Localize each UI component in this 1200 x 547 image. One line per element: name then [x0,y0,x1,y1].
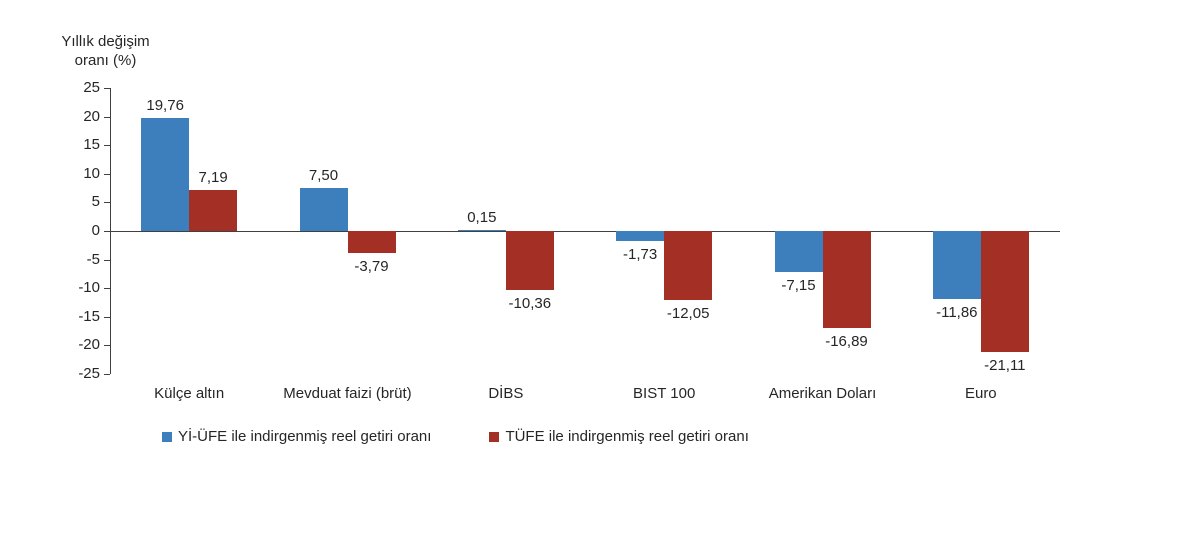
zero-axis-line [110,231,1060,232]
y-axis-title-line1: Yıllık değişim [61,33,150,50]
bar [932,231,981,299]
x-category-label: BIST 100 [633,385,696,402]
y-tick-label: 20 [83,107,100,125]
y-tick-mark [104,202,110,204]
y-tick-label: -5 [86,250,100,268]
y-axis-title-line2: oranı (%) [74,52,137,69]
bar [505,231,554,291]
bar [347,231,396,253]
value-label: 7,19 [198,168,228,186]
y-tick-mark [104,116,110,118]
y-tick-mark [104,288,110,290]
plot-area: 19,76 7,50 0,15 -1,73 -7,15 -11,86 7,19 -3,79 -1… [104,88,1060,375]
value-label: -10,36 [508,295,552,313]
bar [774,231,823,272]
y-tick-label: -10 [78,279,100,297]
bar [664,231,713,300]
y-tick-label: -20 [78,336,100,354]
value-label: -11,86 [936,303,978,321]
value-label: 7,50 [308,167,339,185]
bar [189,189,238,231]
x-category-label: Külçe altın [154,385,225,402]
y-tick-label: 15 [83,136,100,154]
bar [141,117,190,231]
bar [299,188,348,231]
legend-item-yiufe: Yİ-ÜFE ile indirgenmiş reel getiri oranı [162,428,431,445]
legend-label-tufe: TÜFE ile indirgenmiş reel getiri oranı [505,428,749,445]
value-label: 19,76 [146,96,184,114]
y-tick-label: 25 [83,79,100,96]
y-tick-mark [104,173,110,175]
y-tick-mark [104,88,110,89]
y-tick-mark [104,231,110,232]
x-category-label: Amerikan Doları [768,385,877,402]
y-tick-mark [104,345,110,347]
value-label: -12,05 [666,304,710,322]
value-label: -16,89 [825,332,868,350]
y-tick-mark [104,145,110,147]
bar [457,230,506,232]
y-tick-label: -15 [78,307,100,325]
value-label: -1,73 [623,245,658,263]
legend-marker-red-icon [489,431,500,442]
bar [980,231,1029,352]
value-label: 0,15 [467,209,497,227]
value-label: -3,79 [354,257,389,275]
legend-label-yiufe: Yİ-ÜFE ile indirgenmiş reel getiri oranı [178,428,432,445]
y-tick-label: 0 [91,222,100,239]
x-category-label: Mevduat faizi (brüt) [283,385,412,402]
y-tick-label: -25 [78,365,100,382]
y-tick-mark [104,316,110,318]
value-label: -21,11 [984,356,1026,374]
value-label: -7,15 [781,276,816,294]
legend-marker-blue-icon [162,431,172,442]
y-tick-mark [104,259,110,261]
y-tick-mark [104,374,110,375]
bar [822,231,871,328]
x-category-label: DİBS [488,385,524,402]
bar [616,231,665,241]
legend-item-tufe: TÜFE ile indirgenmiş reel getiri oranı [489,428,749,445]
x-category-label: Euro [964,385,997,402]
y-tick-label: 10 [83,164,100,182]
y-axis-title: Yıllık değişim oranı (%) [38,32,173,70]
y-tick-label: 5 [91,193,100,211]
legend: Yİ-ÜFE ile indirgenmiş reel getiri oranı… [162,428,749,445]
